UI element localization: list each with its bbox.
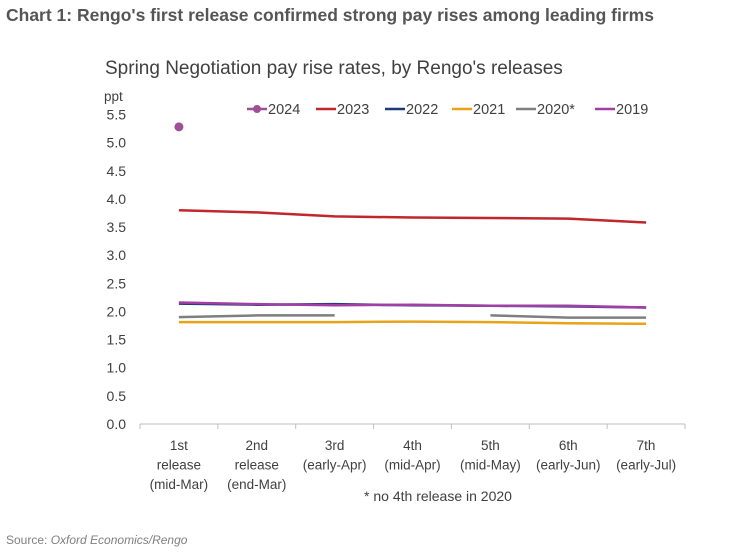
series-2021-line <box>178 320 647 326</box>
source-note: Source: Oxford Economics/Rengo <box>6 533 187 547</box>
y-tick-label: 5.5 <box>107 107 127 123</box>
y-tick-label: 2.0 <box>107 303 127 319</box>
y-tick-label: 4.5 <box>107 163 127 179</box>
legend-label: 2022 <box>406 102 438 118</box>
series-2020-line <box>178 314 335 319</box>
x-tick-label: 3rd (early-Apr) <box>303 438 367 473</box>
series-2023-line <box>178 208 647 224</box>
y-tick-label: 5.0 <box>107 135 127 151</box>
legend-label: 2020* <box>537 102 575 118</box>
source-prefix: Source: <box>6 533 51 547</box>
series-2024-point <box>174 122 184 132</box>
x-tick-label: 7th (early-Jul) <box>616 438 676 473</box>
x-tick-label: 6th (early-Jun) <box>536 438 601 473</box>
y-tick-label: 0.0 <box>107 416 127 432</box>
y-axis: 0.0 0.5 1.0 1.5 2.0 2.5 3.0 3.5 4.0 4.5 5.0 5.5 <box>107 107 127 433</box>
series-group <box>174 122 647 326</box>
x-tick-label: 1st release (mid-Mar) <box>150 438 209 492</box>
chart-title: Spring Negotiation pay rise rates, by Re… <box>105 58 563 79</box>
x-tick-label: 2nd release (end-Mar) <box>227 438 286 492</box>
legend-marker <box>253 105 261 113</box>
legend: 2024 2023 2022 2021 2020* 2019 <box>247 102 648 118</box>
x-axis: 1st release (mid-Mar) 2nd release (end-Mar) 3r… <box>139 424 686 492</box>
chart-note: * no 4th release in 2020 <box>364 488 512 504</box>
x-tick-label: 4th (mid-Apr) <box>384 438 440 473</box>
series-2019-line <box>178 301 647 309</box>
legend-label: 2021 <box>473 102 505 118</box>
x-tick-label: 5th (mid-May) <box>460 438 521 473</box>
y-tick-label: 0.5 <box>107 388 127 404</box>
y-tick-label: 1.5 <box>107 332 127 348</box>
y-axis-label: ppt <box>104 89 123 104</box>
page-heading: Chart 1: Rengo's first release confirmed… <box>6 5 654 25</box>
series-2020-line <box>490 314 647 319</box>
legend-label: 2024 <box>268 102 300 118</box>
y-tick-label: 3.5 <box>107 219 127 235</box>
source-name: Oxford Economics/Rengo <box>50 533 188 547</box>
y-tick-label: 2.5 <box>107 275 127 291</box>
y-tick-label: 3.0 <box>107 247 127 263</box>
legend-label: 2023 <box>337 102 369 118</box>
y-tick-label: 4.0 <box>107 191 127 207</box>
y-tick-label: 1.0 <box>107 360 127 376</box>
legend-label: 2019 <box>616 102 648 118</box>
